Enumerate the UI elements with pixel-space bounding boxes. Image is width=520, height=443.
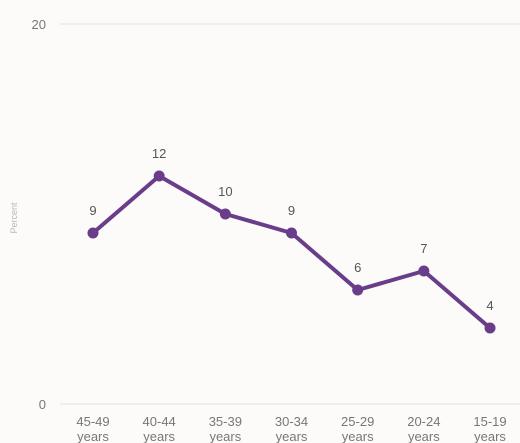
data-point (352, 284, 364, 296)
series-line (91, 174, 493, 330)
x-tick-label-line: years (474, 429, 506, 443)
x-tick-label-line: 40-44 (143, 414, 176, 429)
x-tick-label-line: 35-39 (209, 414, 242, 429)
data-point (219, 208, 231, 220)
x-tick-label-line: years (408, 429, 440, 443)
x-tick-label-line: 25-29 (341, 414, 374, 429)
grid-layer (60, 23, 520, 405)
x-tick-label: 35-39 years (209, 414, 242, 443)
data-label: 12 (152, 146, 166, 161)
x-tick-label-line: years (209, 429, 241, 443)
x-tick-label-line: 20-24 (407, 414, 440, 429)
x-tick-label: 20-24 years (407, 414, 440, 443)
data-label-layer: 9 12 10 9 6 7 4 (89, 146, 493, 313)
data-label: 9 (89, 203, 96, 218)
x-tick-label-line: years (276, 429, 308, 443)
y-tick-label: 0 (39, 397, 46, 412)
x-tick-label-line: 30-34 (275, 414, 308, 429)
data-label: 6 (354, 260, 361, 275)
data-label: 4 (486, 298, 493, 313)
x-tick-label: 45-49 years (76, 414, 109, 443)
data-label: 10 (218, 184, 232, 199)
x-tick-label-line: 45-49 (76, 414, 109, 429)
data-label: 9 (288, 203, 295, 218)
series-layer (87, 170, 496, 334)
x-tick-label: 25-29 years (341, 414, 374, 443)
data-label: 7 (420, 241, 427, 256)
x-tick-label-line: years (77, 429, 109, 443)
x-tick-label: 40-44 years (143, 414, 176, 443)
data-point (484, 322, 496, 334)
data-point (87, 227, 99, 239)
y-tick-label: 20 (32, 17, 46, 32)
x-tick-label: 15-19 years (473, 414, 506, 443)
data-point (286, 227, 298, 239)
x-tick-label-line: 15-19 (473, 414, 506, 429)
x-tick-label-line: years (143, 429, 175, 443)
data-point (153, 170, 165, 182)
x-tick-label-line: years (342, 429, 374, 443)
data-point (418, 265, 430, 277)
x-tick-label: 30-34 years (275, 414, 308, 443)
y-axis-label: Percent (9, 202, 19, 234)
